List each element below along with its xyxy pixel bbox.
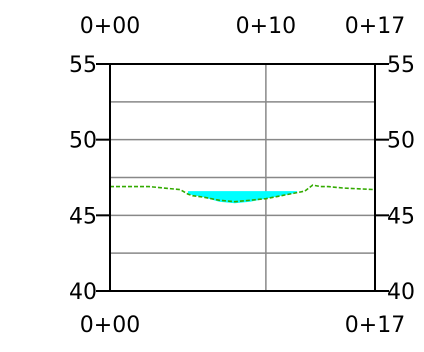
left-tick-label: 45 xyxy=(69,204,97,229)
top-station-label: 0+00 xyxy=(80,14,140,39)
ground-profile-line xyxy=(110,184,376,203)
bottom-station-label: 0+00 xyxy=(80,313,140,338)
left-tick-label: 55 xyxy=(69,53,97,78)
top-station-label: 0+10 xyxy=(236,14,296,39)
left-tick-label: 50 xyxy=(69,129,97,154)
left-tick-label: 40 xyxy=(69,280,97,305)
water-fill-area xyxy=(187,191,298,204)
right-tick-label: 45 xyxy=(387,204,415,229)
right-tick-label: 50 xyxy=(387,129,415,154)
bottom-station-label: 0+17 xyxy=(345,313,405,338)
right-tick-label: 55 xyxy=(387,53,415,78)
right-tick-label: 40 xyxy=(387,280,415,305)
top-station-label: 0+17 xyxy=(345,14,405,39)
